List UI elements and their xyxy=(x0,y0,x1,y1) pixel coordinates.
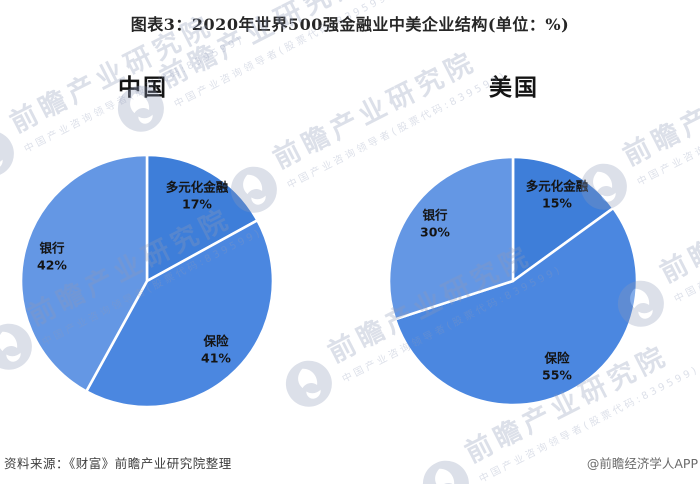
pie-title-china: 中国 xyxy=(118,74,168,101)
slice-category-name: 银行 xyxy=(39,240,65,256)
pie-slice-us-1 xyxy=(393,206,639,407)
slice-label-us-1: 保险 55% xyxy=(542,351,572,384)
slice-category-name: 多元化金融 xyxy=(525,178,589,194)
slice-label-us-0: 多元化金融 15% xyxy=(526,179,589,212)
pie-slice-us-0 xyxy=(511,155,615,283)
slice-percent-value: 30% xyxy=(420,224,450,239)
chart-title: 图表3：2020年世界500强金融业中美企业结构(单位：%) xyxy=(130,15,570,34)
slice-percent-value: 55% xyxy=(542,367,572,382)
source-note: 资料来源：《财富》前瞻产业研究院整理 xyxy=(4,456,232,471)
pie-title-us: 美国 xyxy=(489,74,539,101)
pie-slice-us-2 xyxy=(387,155,515,321)
slice-label-china-0: 多元化金融 17% xyxy=(166,180,229,213)
pie-slice-china-0 xyxy=(145,153,259,283)
slice-label-us-2: 银行 30% xyxy=(420,208,450,241)
pie-slice-china-2 xyxy=(19,153,149,393)
slice-label-china-1: 保险 41% xyxy=(201,334,231,367)
slice-percent-value: 17% xyxy=(182,196,212,211)
pie-us xyxy=(387,155,639,407)
pie-slice-china-1 xyxy=(85,219,275,409)
credit-note: @前瞻经济学人APP xyxy=(586,456,698,471)
slice-category-name: 银行 xyxy=(422,207,448,223)
slice-category-name: 保险 xyxy=(203,333,229,349)
slice-category-name: 保险 xyxy=(544,350,570,366)
slice-percent-value: 42% xyxy=(37,257,67,272)
slice-percent-value: 41% xyxy=(201,350,231,365)
slice-label-china-2: 银行 42% xyxy=(37,241,67,274)
slice-percent-value: 15% xyxy=(542,195,572,210)
pie-china xyxy=(19,153,275,409)
slice-category-name: 多元化金融 xyxy=(165,179,229,195)
